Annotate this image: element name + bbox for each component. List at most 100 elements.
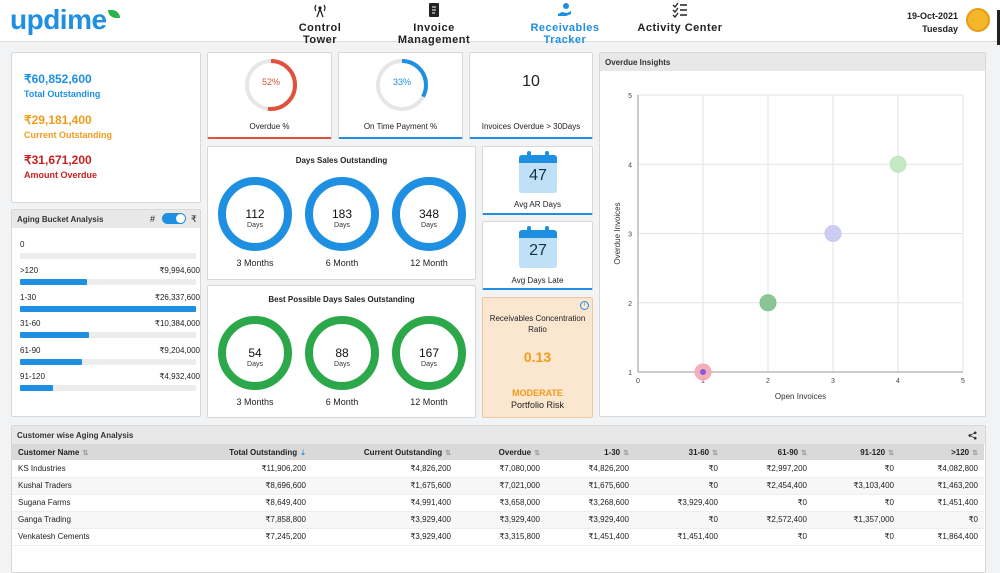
hand-coin-icon [558, 3, 571, 16]
table-cell: ₹0 [635, 460, 724, 478]
bpdso-ring-6m [305, 316, 379, 390]
sort-desc-icon: ⇣ [300, 449, 306, 457]
table-row[interactable]: Kushal Traders ₹8,696,600 ₹1,675,600 ₹7,021… [12, 477, 984, 495]
col-91-120[interactable]: 91-120 ⇅ [813, 444, 900, 460]
col-total-outstanding[interactable]: Total Outstanding ⇣ [152, 444, 312, 460]
col-1-30[interactable]: 1-30 ⇅ [546, 444, 635, 460]
risk-level: MODERATE [512, 388, 563, 398]
table-cell: ₹7,021,000 [457, 477, 546, 495]
invoices-overdue-card[interactable]: 10 Invoices Overdue > 30Days [469, 52, 593, 139]
table-row[interactable]: Ganga Trading ₹7,858,800 ₹3,929,400 ₹3,929,… [12, 511, 984, 529]
x-tick-label: 3 [831, 378, 835, 385]
scatter-point-center [700, 369, 706, 375]
overdue-percent-card[interactable]: 52% Overdue % [207, 52, 332, 139]
y-axis-label: Overdue Invoices [613, 202, 622, 264]
bpdso-6m-period: 6 Month [325, 397, 359, 407]
calendar-header [519, 155, 557, 163]
kpi-summary-card: ₹60,852,600 Total Outstanding ₹29,181,40… [11, 52, 201, 203]
table-cell: ₹0 [813, 494, 900, 512]
bpdso-3m-text: 54 Days [217, 346, 293, 368]
col-120-plus[interactable]: >120 ⇅ [900, 444, 984, 460]
overdue-percent-value: 52% [261, 77, 280, 87]
nav-invoice-management[interactable]: Invoice Management [376, 2, 492, 46]
table-cell: ₹4,826,200 [312, 460, 457, 478]
aging-bucket-amount: ₹4,932,400 [159, 372, 200, 381]
calendar-ring [527, 151, 531, 159]
user-avatar[interactable] [966, 8, 990, 32]
aging-bucket-name: 91-120 [20, 372, 45, 381]
table-header-row: Customer Name ⇅ Total Outstanding ⇣ Curren… [12, 444, 984, 460]
total-outstanding-value: ₹60,852,600 [24, 72, 92, 86]
nav-receivables-tracker[interactable]: Receivables Tracker [508, 2, 622, 46]
info-icon[interactable]: i [580, 301, 589, 310]
count-amount-toggle[interactable] [162, 213, 186, 224]
dso-6m-value: 183 [331, 207, 353, 221]
column-label: >120 [951, 447, 970, 457]
overdue-percent-label: Overdue % [249, 122, 290, 131]
bpdso-3m-value: 54 [248, 346, 262, 360]
amount-overdue-label: Amount Overdue [24, 170, 98, 180]
col-current-outstanding[interactable]: Current Outstanding ⇅ [312, 444, 457, 460]
col-customer-name[interactable]: Customer Name ⇅ [12, 444, 152, 460]
table-cell: ₹4,082,800 [900, 460, 984, 478]
invoices-overdue-value: 10 [522, 73, 540, 90]
col-overdue[interactable]: Overdue ⇅ [457, 444, 546, 460]
bpdso-title: Best Possible Days Sales Outstanding [268, 295, 415, 304]
table-cell: ₹0 [724, 494, 813, 512]
aging-bar-track [20, 359, 196, 365]
table-cell: ₹1,675,600 [312, 477, 457, 495]
sort-icon: ⇅ [534, 449, 540, 457]
aging-bar-track [20, 279, 196, 285]
dso-title: Days Sales Outstanding [295, 156, 388, 165]
col-61-90[interactable]: 61-90 ⇅ [724, 444, 813, 460]
table-cell: Kushal Traders [12, 477, 152, 495]
invoice-icon [429, 3, 439, 17]
brand-logo[interactable]: updime [10, 4, 120, 36]
table-cell: ₹0 [813, 460, 900, 478]
column-label: 61-90 [777, 447, 799, 457]
table-cell: ₹2,454,400 [724, 477, 813, 495]
table-cell: ₹4,991,400 [312, 494, 457, 512]
col-31-60[interactable]: 31-60 ⇅ [635, 444, 724, 460]
bpdso-12m-unit: Days [421, 361, 437, 368]
aging-bucket-name: 31-60 [20, 319, 41, 328]
nav-label: Control Tower [298, 22, 342, 46]
calendar-ring [545, 226, 549, 234]
table-cell: ₹1,675,600 [546, 477, 635, 495]
dso-3m-period: 3 Months [236, 258, 274, 268]
aging-bucket-name: >120 [20, 266, 39, 275]
table-cell: ₹0 [724, 528, 813, 546]
dso-12m-text: 348 Days [391, 207, 467, 229]
aging-bucket-title: Aging Bucket Analysis [12, 210, 200, 228]
nav-activity-center[interactable]: Activity Center [636, 2, 724, 40]
avg-ar-days-card[interactable]: 47 Avg AR Days [482, 146, 593, 215]
nav-label: Receivables Tracker [530, 22, 600, 46]
customer-aging-table: Customer Name ⇅ Total Outstanding ⇣ Curren… [12, 444, 984, 546]
avg-ar-days-label: Avg AR Days [514, 200, 561, 209]
calendar-icon: 27 [519, 226, 557, 268]
column-label: 91-120 [860, 447, 886, 457]
sort-icon: ⇅ [801, 449, 807, 457]
bpdso-6m-text: 88 Days [304, 346, 380, 368]
x-tick-label: 5 [961, 378, 965, 385]
table-row[interactable]: Venkatesh Cements ₹7,245,200 ₹3,929,400 ₹3,… [12, 528, 984, 546]
table-row[interactable]: Sugana Farms ₹8,649,400 ₹4,991,400 ₹3,658,0… [12, 494, 984, 512]
dso-3m-text: 112 Days [217, 207, 293, 229]
table-cell: ₹7,245,200 [152, 528, 312, 546]
table-row[interactable]: KS Industries ₹11,906,200 ₹4,826,200 ₹7,080… [12, 460, 984, 478]
table-cell: ₹2,997,200 [724, 460, 813, 478]
avg-days-late-card[interactable]: 27 Avg Days Late [482, 221, 593, 290]
count-toggle-label: # [150, 214, 156, 224]
leaf-icon [107, 10, 120, 18]
scatter-point [759, 294, 777, 312]
share-icon[interactable] [968, 431, 977, 440]
x-tick-label: 1 [701, 378, 705, 385]
aging-bar-fill [20, 359, 82, 365]
aging-bucket-name: 1-30 [20, 293, 37, 302]
aging-bucket-amount: ₹10,384,000 [154, 319, 200, 328]
sort-icon: ⇅ [972, 449, 978, 457]
ontime-percent-card[interactable]: 33% On Time Payment % [338, 52, 463, 139]
table-cell: ₹4,826,200 [546, 460, 635, 478]
scatter-point [889, 155, 907, 173]
nav-control-tower[interactable]: Control Tower [280, 2, 360, 46]
